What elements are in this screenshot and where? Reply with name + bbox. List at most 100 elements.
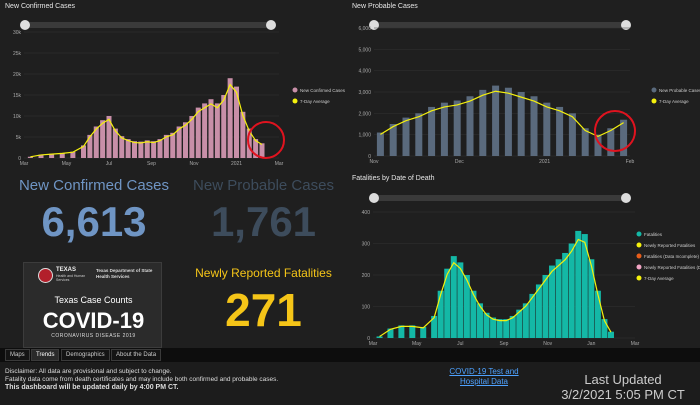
y-tick-label: 400 <box>362 210 371 216</box>
confirmed-kpi-label: New Confirmed Cases <box>18 177 170 194</box>
data-bar <box>227 78 233 158</box>
seven-day-average-line <box>379 238 612 338</box>
banner-line2: COVID-19 <box>42 308 145 333</box>
data-bar <box>208 99 214 158</box>
slider-start-handle[interactable] <box>369 20 379 30</box>
tab-demographics[interactable]: Demographics <box>61 349 110 361</box>
confirmed-cases-chart[interactable]: 0 5k 10k 15k 20k 25k 30k Mar May Jul Sep Nov 2021 Mar… <box>0 0 347 172</box>
data-bar <box>125 139 131 158</box>
seven-day-average-line <box>30 83 263 158</box>
y-tick-label: 5,000 <box>358 47 371 53</box>
tab-bar: Maps Trends Demographics About the Data <box>0 348 700 362</box>
data-bar <box>588 259 595 338</box>
y-tick-label: 3,000 <box>358 90 371 96</box>
highlight-circle <box>247 121 285 159</box>
disclaimer: Disclaimer: All data are provisional and… <box>5 368 278 392</box>
data-bar <box>27 156 33 158</box>
data-bar <box>176 126 182 158</box>
data-bar <box>398 325 405 338</box>
data-bar <box>49 153 55 158</box>
data-bar <box>453 100 461 156</box>
confirmed-chart-title: New Confirmed Cases <box>5 3 76 10</box>
data-bar <box>450 256 457 338</box>
last-updated-value: 3/2/2021 5:05 PM CT <box>561 387 685 402</box>
hospital-data-link[interactable]: COVID-19 Test and Hospital Data <box>449 367 519 386</box>
data-bar <box>170 132 176 158</box>
data-bar <box>562 252 569 338</box>
data-bar <box>259 143 265 158</box>
data-bar <box>542 275 549 338</box>
data-bar <box>38 154 44 158</box>
data-bar <box>444 268 451 338</box>
data-bar <box>376 132 384 156</box>
legend-label: Fatalities (Data Incomplete) <box>644 254 700 259</box>
data-bar <box>620 119 628 156</box>
legend-swatch <box>292 98 298 104</box>
y-tick-label: 0 <box>368 154 371 160</box>
x-tick-label: Jul <box>106 161 112 167</box>
data-bar <box>601 319 608 338</box>
data-bar <box>509 315 516 338</box>
x-tick-label: Mar <box>275 161 284 167</box>
data-bar <box>437 290 444 338</box>
data-bar <box>466 96 474 156</box>
data-bar <box>214 103 220 158</box>
data-bar <box>594 134 602 156</box>
x-tick-label: Nov <box>370 159 379 165</box>
data-bar <box>549 265 556 338</box>
legend-swatch <box>636 253 642 259</box>
data-bar <box>555 259 562 338</box>
data-bar <box>151 141 157 158</box>
legend-swatch <box>651 98 657 104</box>
x-tick-label: Sep <box>147 161 156 167</box>
data-bar <box>183 122 188 158</box>
data-bar <box>463 275 470 338</box>
footer: Disclaimer: All data are provisional and… <box>0 362 700 405</box>
fatalities-kpi-value: 271 <box>225 284 302 336</box>
slider-start-handle[interactable] <box>20 20 30 30</box>
data-bar <box>157 139 163 158</box>
legend-swatch <box>636 275 642 281</box>
tab-trends[interactable]: Trends <box>31 349 60 361</box>
disclaimer-line3: This dashboard will be updated daily by … <box>5 384 179 391</box>
tab-maps[interactable]: Maps <box>5 349 30 361</box>
x-tick-label: Mar <box>20 161 29 167</box>
legend-label: New Probable Cases <box>659 88 700 93</box>
data-bar <box>496 319 503 338</box>
data-bar <box>195 107 201 158</box>
x-tick-label: 2021 <box>539 159 550 165</box>
highlight-circle <box>594 110 636 152</box>
slider-end-handle[interactable] <box>621 20 631 30</box>
data-bar <box>440 102 448 156</box>
data-bar <box>470 290 477 338</box>
probable-time-slider[interactable] <box>369 20 631 30</box>
slider-end-handle[interactable] <box>621 193 631 203</box>
data-bar <box>189 116 195 158</box>
probable-cases-chart[interactable]: 0 1,000 2,000 3,000 4,000 5,000 6,000 Nov Dec 202… <box>347 0 700 172</box>
y-tick-label: 25k <box>13 51 22 57</box>
data-bar <box>457 262 464 338</box>
data-bar <box>607 128 615 156</box>
legend-swatch <box>636 242 642 248</box>
tab-about-data[interactable]: About the Data <box>111 349 162 361</box>
data-bar <box>132 141 137 158</box>
data-bar <box>492 85 500 156</box>
data-bar <box>59 152 65 158</box>
slider-start-handle[interactable] <box>369 193 379 203</box>
slider-end-handle[interactable] <box>266 20 276 30</box>
y-tick-label: 200 <box>362 273 371 279</box>
data-bar <box>221 95 227 158</box>
data-bar <box>517 92 525 156</box>
x-tick-label: 2021 <box>231 161 242 167</box>
data-bar <box>93 126 99 158</box>
data-bar <box>568 243 575 338</box>
fatalities-chart-title: Fatalities by Date of Death <box>352 175 435 182</box>
data-bar <box>607 331 614 338</box>
data-bar <box>428 106 436 156</box>
x-tick-label: Jan <box>587 341 595 347</box>
legend-label: 7-Day Average <box>644 276 674 281</box>
fatalities-time-slider[interactable] <box>369 193 631 203</box>
confirmed-time-slider[interactable] <box>20 20 276 30</box>
data-bar <box>112 128 118 158</box>
